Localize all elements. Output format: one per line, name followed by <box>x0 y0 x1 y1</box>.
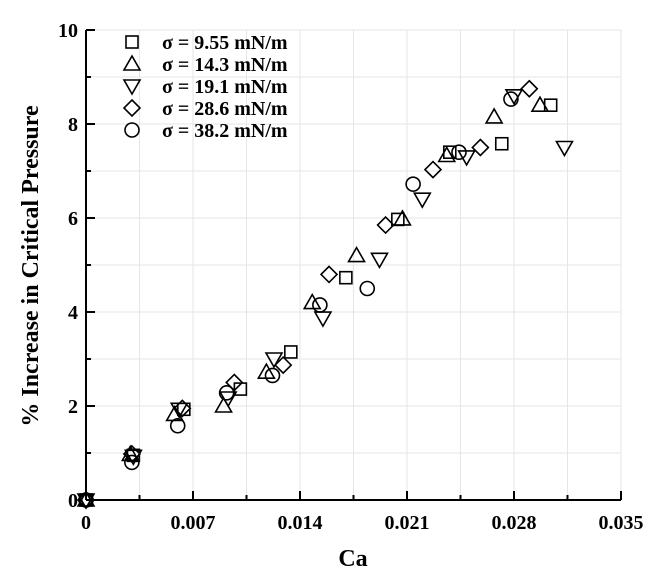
data-point-s1-7 <box>393 209 412 226</box>
data-point-s1-9 <box>484 107 504 124</box>
data-point-s2-0 <box>76 493 96 510</box>
data-point-s3-9 <box>520 79 539 98</box>
x-tick-label-5: 0.035 <box>599 512 644 534</box>
y-axis-label: % Increase in Critical Pressure <box>18 105 44 427</box>
x-axis-label: Ca <box>338 546 367 572</box>
series-3 <box>76 79 539 510</box>
series-0 <box>79 98 558 507</box>
legend-marker-3 <box>122 98 142 118</box>
legend-label-0: σ = 9.55 mN/m <box>162 32 288 54</box>
data-point-s0-3 <box>233 382 248 396</box>
data-point-s3-7 <box>423 160 443 179</box>
data-point-s4-0 <box>78 492 94 508</box>
legend-marker-2 <box>122 79 142 96</box>
data-point-s4-6 <box>359 280 376 297</box>
data-point-s2-10 <box>555 140 574 158</box>
y-tick-label-3: 6 <box>68 208 78 230</box>
x-tick-label-0: 0 <box>81 512 91 534</box>
data-point-s2-6 <box>370 252 389 269</box>
data-point-s3-2 <box>173 399 192 418</box>
data-point-s4-1 <box>124 454 140 471</box>
data-point-s3-0 <box>76 490 96 510</box>
legend-entry-1: σ = 14.3 mN/m <box>122 54 288 76</box>
data-point-s0-8 <box>494 136 509 151</box>
legend-entry-3: σ = 28.6 mN/m <box>122 98 288 120</box>
data-point-s4-5 <box>312 297 328 313</box>
data-point-s2-5 <box>313 311 333 328</box>
data-point-s3-3 <box>225 373 244 392</box>
legend: σ = 9.55 mN/mσ = 14.3 mN/mσ = 19.1 mN/mσ… <box>122 32 288 142</box>
data-markers <box>76 79 574 510</box>
data-point-s1-8 <box>437 145 457 163</box>
legend-entry-2: σ = 19.1 mN/m <box>122 76 288 98</box>
y-tick-label-1: 2 <box>68 396 78 418</box>
data-point-s2-4 <box>264 352 284 369</box>
legend-entry-4: σ = 38.2 mN/m <box>124 120 288 142</box>
legend-entry-0: σ = 9.55 mN/m <box>125 32 288 54</box>
series-4 <box>78 91 519 508</box>
data-point-s2-7 <box>412 192 432 209</box>
data-point-s4-9 <box>503 91 519 107</box>
series-2 <box>76 89 574 510</box>
data-point-s4-4 <box>264 367 281 384</box>
x-tick-label-1: 0.007 <box>171 512 216 534</box>
ticks: 0 0.007 0.014 0.021 0.028 0.035 0 2 4 6 8 10 <box>58 20 644 534</box>
data-point-s0-5 <box>339 270 353 285</box>
data-point-s3-6 <box>376 215 395 235</box>
legend-marker-0 <box>125 35 139 49</box>
legend-label-2: σ = 19.1 mN/m <box>162 76 288 98</box>
data-point-s0-4 <box>284 345 298 359</box>
data-point-s1-6 <box>347 245 366 263</box>
x-tick-label-2: 0.014 <box>278 512 323 534</box>
data-point-s3-8 <box>471 138 490 157</box>
data-point-s4-8 <box>451 144 467 160</box>
data-point-s3-1 <box>122 444 141 464</box>
y-tick-label-5: 10 <box>58 20 78 42</box>
data-point-s4-2 <box>169 417 186 434</box>
data-point-s3-5 <box>319 265 339 284</box>
legend-label-1: σ = 14.3 mN/m <box>162 54 288 76</box>
x-tick-label-4: 0.028 <box>492 512 537 534</box>
data-point-s4-3 <box>218 385 235 401</box>
data-point-s1-0 <box>76 490 96 507</box>
legend-label-3: σ = 28.6 mN/m <box>162 98 288 120</box>
y-tick-label-0: 0 <box>68 490 78 512</box>
series-1 <box>76 95 550 507</box>
y-tick-label-2: 4 <box>68 302 78 324</box>
data-point-s1-10 <box>530 95 550 112</box>
data-point-s1-5 <box>302 292 322 310</box>
legend-marker-4 <box>124 122 140 138</box>
data-point-s4-7 <box>405 176 421 192</box>
data-point-s3-4 <box>274 355 293 375</box>
x-tick-label-3: 0.021 <box>385 512 430 534</box>
legend-marker-1 <box>122 54 142 71</box>
y-tick-label-4: 8 <box>68 114 78 136</box>
legend-label-4: σ = 38.2 mN/m <box>162 120 288 142</box>
